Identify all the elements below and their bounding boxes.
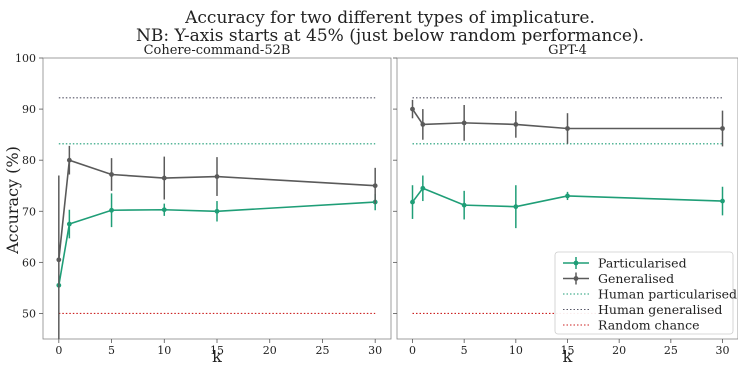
series-generalised — [56, 146, 377, 339]
series-particularised — [410, 176, 725, 229]
data-point — [67, 158, 72, 163]
x-tick-label: 25 — [315, 344, 329, 357]
y-tick-label: 80 — [22, 154, 36, 167]
y-tick-label: 90 — [22, 103, 36, 116]
series-particularised — [56, 193, 377, 287]
x-tick-label: 10 — [157, 344, 171, 357]
data-point — [410, 200, 415, 205]
x-axis-label: k — [563, 347, 573, 366]
data-point — [162, 176, 167, 181]
data-point — [56, 257, 61, 262]
data-point — [162, 207, 167, 212]
x-tick-label: 0 — [55, 344, 62, 357]
x-tick-label: 20 — [263, 344, 277, 357]
data-point — [215, 209, 220, 214]
x-tick-label: 10 — [509, 344, 523, 357]
x-tick-label: 20 — [612, 344, 626, 357]
data-point — [410, 107, 415, 112]
data-point — [720, 126, 725, 131]
chart-title-line1: Accuracy for two different types of impl… — [184, 8, 595, 28]
data-point — [462, 120, 467, 125]
x-tick-label: 25 — [664, 344, 678, 357]
y-tick-label: 100 — [15, 52, 36, 65]
series-generalised — [410, 100, 725, 146]
data-point — [565, 194, 570, 199]
data-point — [109, 208, 114, 213]
data-point — [215, 174, 220, 179]
y-axis-label: Accuracy (%) — [3, 146, 22, 255]
x-tick-label: 30 — [716, 344, 730, 357]
data-point — [420, 122, 425, 127]
data-point — [109, 172, 114, 177]
data-point — [565, 126, 570, 131]
x-tick-label: 5 — [461, 344, 468, 357]
data-point — [420, 186, 425, 191]
data-point — [720, 199, 725, 204]
y-tick-label: 50 — [22, 307, 36, 320]
legend-label: Human generalised — [598, 302, 722, 317]
data-point — [513, 204, 518, 209]
data-point — [513, 122, 518, 127]
x-tick-label: 30 — [368, 344, 382, 357]
y-tick-label: 70 — [22, 205, 36, 218]
legend-swatch-marker — [574, 261, 579, 266]
legend-label: Generalised — [598, 271, 674, 286]
data-point — [373, 183, 378, 188]
legend-swatch-marker — [574, 276, 579, 281]
legend-label: Random chance — [598, 318, 700, 333]
legend-label: Human particularised — [598, 287, 737, 302]
x-axis-label: k — [212, 347, 222, 366]
y-tick-label: 60 — [22, 256, 36, 269]
plot-frame — [43, 58, 391, 339]
legend-label: Particularised — [598, 256, 687, 271]
x-tick-label: 0 — [409, 344, 416, 357]
data-point — [67, 222, 72, 227]
x-tick-label: 5 — [108, 344, 115, 357]
data-point — [462, 203, 467, 208]
panel-subtitle: GPT-4 — [548, 43, 587, 58]
panel-subtitle: Cohere-command-52B — [144, 43, 291, 58]
